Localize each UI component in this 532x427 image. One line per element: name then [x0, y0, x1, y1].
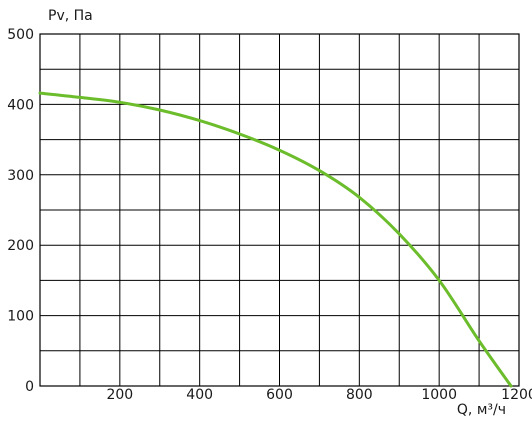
x-tick-label: 200 — [106, 387, 133, 403]
grid — [40, 34, 519, 386]
x-tick-label: 1000 — [421, 387, 457, 403]
y-tick-label: 300 — [7, 168, 34, 184]
x-tick-labels: 200 400 600 800 1000 1200 — [106, 387, 532, 403]
x-tick-label: 800 — [346, 387, 373, 403]
y-tick-label: 0 — [25, 379, 34, 395]
x-tick-label: 400 — [186, 387, 213, 403]
x-axis-label: Q, м³/ч — [457, 402, 506, 418]
y-axis-label: Pv, Па — [48, 8, 93, 24]
plot-frame — [39, 33, 520, 387]
y-tick-label: 500 — [7, 27, 34, 43]
y-tick-labels: 0 100 200 300 400 500 — [7, 27, 34, 395]
y-tick-label: 200 — [7, 238, 34, 254]
x-tick-label: 600 — [266, 387, 293, 403]
x-tick-label: 1200 — [501, 387, 532, 403]
series-line — [38, 91, 513, 388]
y-tick-label: 400 — [7, 97, 34, 113]
y-tick-label: 100 — [7, 309, 34, 325]
